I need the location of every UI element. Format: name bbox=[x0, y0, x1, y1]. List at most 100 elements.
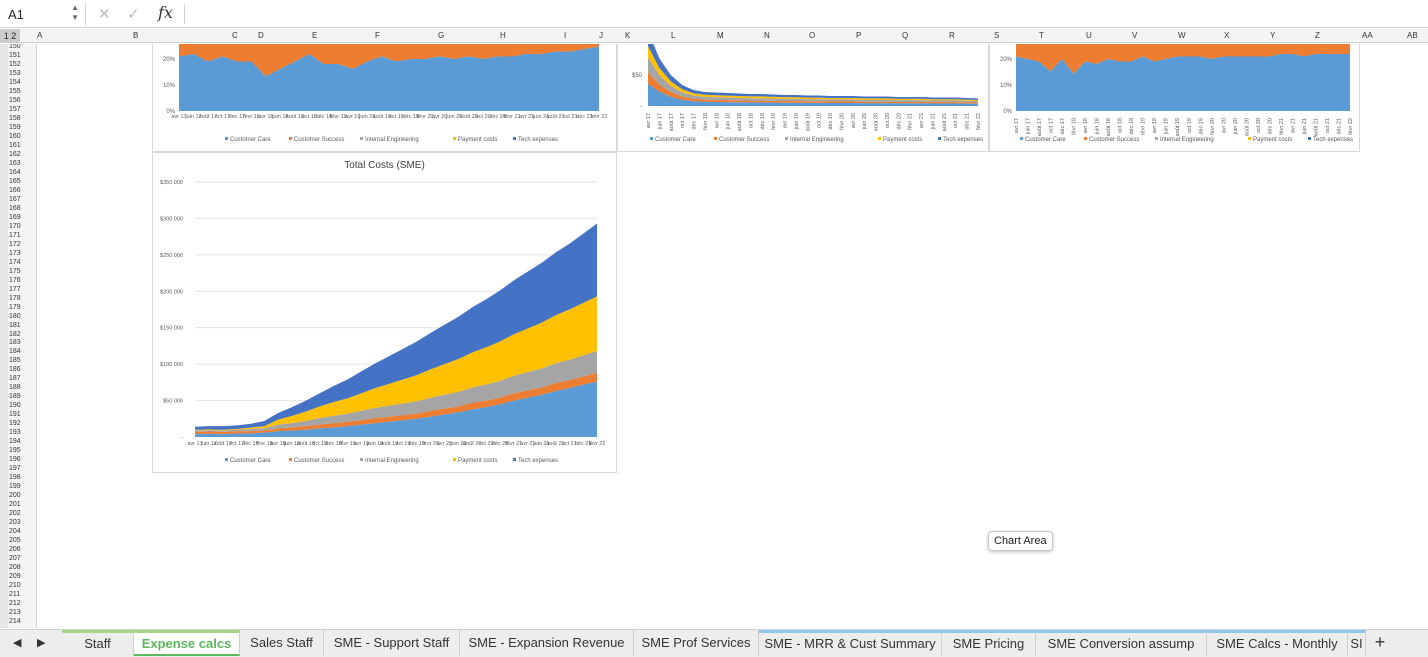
column-label[interactable]: O bbox=[809, 31, 816, 40]
next-sheet-icon[interactable]: ▶ bbox=[37, 637, 46, 649]
row-label[interactable]: 169 bbox=[9, 213, 21, 221]
sheet-tab[interactable]: Expense calcs bbox=[134, 630, 240, 656]
row-label[interactable]: 207 bbox=[9, 555, 21, 563]
sheet-tab[interactable]: SI bbox=[1348, 630, 1366, 656]
prev-sheet-icon[interactable]: ◀ bbox=[13, 637, 22, 649]
row-label[interactable]: 163 bbox=[9, 159, 21, 167]
row-label[interactable]: 152 bbox=[9, 60, 21, 68]
row-label[interactable]: 167 bbox=[9, 195, 21, 203]
sheet-tab[interactable]: SME - Support Staff bbox=[324, 630, 460, 656]
row-label[interactable]: 175 bbox=[9, 267, 21, 275]
column-label[interactable]: E bbox=[312, 31, 318, 40]
row-label[interactable]: 156 bbox=[9, 96, 21, 104]
row-label[interactable]: 184 bbox=[9, 348, 21, 356]
outline-level-buttons[interactable]: 1 2 bbox=[0, 29, 20, 43]
formula-input[interactable] bbox=[184, 4, 1414, 24]
column-label[interactable]: AB bbox=[1407, 31, 1418, 40]
row-label[interactable]: 182 bbox=[9, 330, 21, 338]
column-label[interactable]: P bbox=[856, 31, 862, 40]
column-label[interactable]: A bbox=[37, 31, 43, 40]
column-label[interactable]: AA bbox=[1362, 31, 1373, 40]
row-label[interactable]: 193 bbox=[9, 429, 21, 437]
row-label[interactable]: 206 bbox=[9, 546, 21, 554]
sheet-tab[interactable]: SME Prof Services bbox=[634, 630, 759, 656]
row-label[interactable]: 211 bbox=[9, 591, 21, 599]
column-label[interactable]: K bbox=[625, 31, 631, 40]
function-icon[interactable]: fx bbox=[158, 3, 173, 22]
sheet-tab[interactable]: SME - MRR & Cust Summary bbox=[759, 630, 942, 656]
row-label[interactable]: 170 bbox=[9, 222, 21, 230]
column-label[interactable]: I bbox=[564, 31, 567, 40]
row-label[interactable]: 196 bbox=[9, 456, 21, 464]
row-label[interactable]: 173 bbox=[9, 249, 21, 257]
sheet-tab[interactable]: SME - Expansion Revenue bbox=[460, 630, 634, 656]
column-label[interactable]: Q bbox=[902, 31, 909, 40]
row-label[interactable]: 180 bbox=[9, 312, 21, 320]
column-label[interactable]: H bbox=[500, 31, 506, 40]
row-label[interactable]: 188 bbox=[9, 384, 21, 392]
column-label[interactable]: X bbox=[1224, 31, 1230, 40]
confirm-icon[interactable]: ✓ bbox=[127, 6, 140, 23]
row-label[interactable]: 154 bbox=[9, 78, 21, 86]
row-label[interactable]: 194 bbox=[9, 438, 21, 446]
column-label[interactable]: L bbox=[671, 31, 676, 40]
sheet-grid[interactable]: 0% 10% 20% avr 17 juin 17 août 17 oct 17 déc 17… bbox=[38, 44, 1428, 628]
row-label[interactable]: 179 bbox=[9, 303, 21, 311]
row-label[interactable]: 153 bbox=[9, 69, 21, 77]
row-label[interactable]: 162 bbox=[9, 150, 21, 158]
sheet-tab[interactable]: SME Conversion assump bbox=[1036, 630, 1207, 656]
row-label[interactable]: 160 bbox=[9, 132, 21, 140]
row-label[interactable]: 168 bbox=[9, 204, 21, 212]
column-label[interactable]: D bbox=[258, 31, 264, 40]
row-label[interactable]: 151 bbox=[9, 51, 21, 59]
row-label[interactable]: 192 bbox=[9, 420, 21, 428]
column-label[interactable]: S bbox=[994, 31, 1000, 40]
row-label[interactable]: 195 bbox=[9, 447, 21, 455]
row-label[interactable]: 197 bbox=[9, 465, 21, 473]
sheet-tab[interactable]: SME Calcs - Monthly bbox=[1207, 630, 1348, 656]
row-label[interactable]: 166 bbox=[9, 186, 21, 194]
row-label[interactable]: 186 bbox=[9, 366, 21, 374]
row-label[interactable]: 191 bbox=[9, 411, 21, 419]
add-sheet-icon[interactable]: + bbox=[1374, 632, 1386, 652]
row-label[interactable]: 212 bbox=[9, 600, 21, 608]
row-label[interactable]: 187 bbox=[9, 375, 21, 383]
column-label[interactable]: M bbox=[717, 31, 724, 40]
row-label[interactable]: 181 bbox=[9, 321, 21, 329]
row-label[interactable]: 205 bbox=[9, 537, 21, 545]
row-label[interactable]: 185 bbox=[9, 357, 21, 365]
row-label[interactable]: 157 bbox=[9, 105, 21, 113]
column-label[interactable]: J bbox=[599, 31, 603, 40]
row-label[interactable]: 174 bbox=[9, 258, 21, 266]
column-label[interactable]: W bbox=[1178, 31, 1186, 40]
row-label[interactable]: 177 bbox=[9, 285, 21, 293]
row-label[interactable]: 158 bbox=[9, 114, 21, 122]
row-label[interactable]: 214 bbox=[9, 618, 21, 625]
column-label[interactable]: Y bbox=[1270, 31, 1276, 40]
row-label[interactable]: 183 bbox=[9, 339, 21, 347]
column-label[interactable]: T bbox=[1039, 31, 1044, 40]
column-label[interactable]: Z bbox=[1315, 31, 1320, 40]
row-label[interactable]: 204 bbox=[9, 528, 21, 536]
column-label[interactable]: N bbox=[764, 31, 770, 40]
sheet-tab[interactable]: SME Pricing bbox=[942, 630, 1036, 656]
row-label[interactable]: 155 bbox=[9, 87, 21, 95]
column-label[interactable]: V bbox=[1132, 31, 1138, 40]
row-label[interactable]: 199 bbox=[9, 483, 21, 491]
row-label[interactable]: 189 bbox=[9, 393, 21, 401]
chart-cost-per-customer[interactable]: - $50 avr 17 juin 17 août 17 oct 17 déc 17 févr… bbox=[617, 44, 989, 152]
column-label[interactable]: G bbox=[438, 31, 445, 40]
row-label[interactable]: 202 bbox=[9, 510, 21, 518]
name-box-stepper[interactable]: ▲ ▼ bbox=[71, 3, 79, 22]
row-label[interactable]: 200 bbox=[9, 492, 21, 500]
row-label[interactable]: 190 bbox=[9, 402, 21, 410]
name-box[interactable]: A1 ▲ ▼ bbox=[0, 2, 86, 26]
chart-cost-share-top-left[interactable]: 0% 10% 20% avr 17 juin 17 août 17 oct 17 déc 17… bbox=[152, 44, 617, 152]
row-label[interactable]: 210 bbox=[9, 582, 21, 590]
column-label[interactable]: B bbox=[133, 31, 139, 40]
column-label[interactable]: R bbox=[949, 31, 955, 40]
row-label[interactable]: 150 bbox=[9, 44, 21, 50]
row-label[interactable]: 171 bbox=[9, 231, 21, 239]
row-label[interactable]: 201 bbox=[9, 501, 21, 509]
row-label[interactable]: 164 bbox=[9, 168, 21, 176]
